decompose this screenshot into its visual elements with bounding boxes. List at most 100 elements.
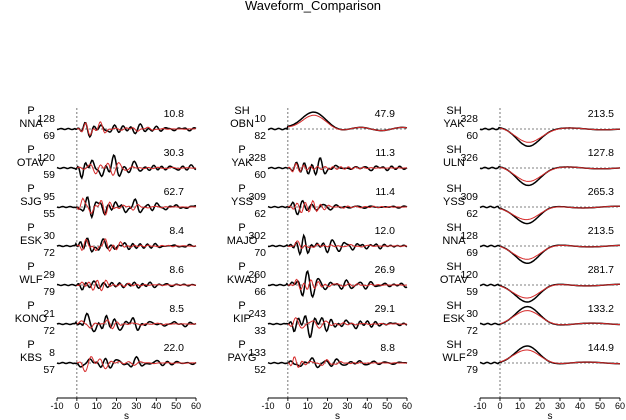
trace-station-label: ESK	[20, 235, 43, 247]
observed-waveform	[267, 157, 408, 177]
trace-azimuth-label: 95	[43, 191, 55, 203]
observed-waveform	[479, 126, 621, 148]
synthetic-waveform	[499, 310, 620, 326]
trace-amplitude-label: 26.9	[375, 264, 396, 276]
x-axis-label: s	[548, 411, 553, 420]
trace-phase-label: P	[238, 222, 245, 234]
trace-azimuth-label: 133	[248, 347, 266, 359]
trace-phase-label: P	[27, 222, 34, 234]
trace-station-label: PAYG	[228, 352, 257, 364]
trace-azimuth-label: 30	[43, 230, 55, 242]
trace-distance-label: 69	[466, 247, 478, 259]
trace-distance-label: 72	[466, 325, 478, 337]
synthetic-waveform	[287, 162, 408, 173]
trace-station-label: NNA	[19, 118, 43, 130]
trace-station-label: KBS	[20, 352, 42, 364]
trace-distance-label: 55	[43, 208, 55, 220]
x-axis-tick-label: 60	[615, 401, 625, 411]
trace-distance-label: 60	[254, 169, 266, 181]
x-axis-label: s	[335, 411, 340, 420]
trace-phase-label: SH	[446, 300, 461, 312]
trace-azimuth-label: 29	[43, 269, 55, 281]
figure-title: Waveform_Comparison	[245, 0, 381, 13]
trace-azimuth-label: 302	[248, 230, 266, 242]
trace-phase-label: P	[238, 339, 245, 351]
x-axis-column-3: -10 0 10 20 30 40 50 60 s	[473, 397, 625, 420]
trace-station-label: MAJO	[227, 235, 258, 247]
synthetic-waveform	[499, 127, 621, 143]
trace-phase-label: P	[238, 183, 245, 195]
trace-station-label: WLF	[19, 274, 43, 286]
observed-waveform	[479, 165, 621, 187]
trace-azimuth-label: 128	[37, 113, 55, 125]
trace-phase-label: P	[238, 261, 245, 273]
trace-amplitude-label: 133.2	[588, 303, 614, 315]
trace-distance-label: 66	[254, 286, 266, 298]
x-axis-tick-label: 60	[402, 401, 412, 411]
trace-phase-label: SH	[234, 105, 249, 117]
trace-distance-label: 59	[466, 286, 478, 298]
trace-amplitude-label: 30.3	[164, 147, 185, 159]
x-axis-tick-label: 30	[555, 401, 565, 411]
observed-waveform	[56, 312, 197, 333]
trace-amplitude-label: 144.9	[588, 342, 614, 354]
trace-azimuth-label: 21	[43, 308, 55, 320]
x-axis-tick-label: 50	[171, 401, 181, 411]
x-axis-tick-label: 50	[595, 401, 605, 411]
synthetic-waveform	[76, 197, 197, 216]
synthetic-waveform	[287, 240, 407, 250]
synthetic-waveform	[76, 162, 197, 176]
trace-distance-label: 72	[43, 325, 55, 337]
trace-distance-label: 62	[466, 208, 478, 220]
trace-azimuth-label: 128	[460, 230, 478, 242]
x-axis-tick-label: 30	[342, 401, 352, 411]
x-axis-tick-label: 40	[575, 401, 585, 411]
trace-phase-label: SH	[446, 261, 461, 273]
x-axis-tick-label: 20	[112, 401, 122, 411]
x-axis-tick-label: 60	[191, 401, 201, 411]
synthetic-waveform	[287, 356, 408, 369]
trace-phase-label: P	[27, 261, 34, 273]
trace-amplitude-label: 265.3	[588, 186, 614, 198]
trace-phase-label: P	[27, 300, 34, 312]
trace-distance-label: 59	[43, 169, 55, 181]
trace-distance-label: 33	[254, 325, 266, 337]
trace-amplitude-label: 12.0	[375, 225, 396, 237]
synthetic-waveform	[287, 114, 408, 132]
x-axis-tick-label: 10	[515, 401, 525, 411]
trace-station-label: NNA	[442, 235, 466, 247]
trace-phase-label: P	[27, 183, 34, 195]
x-axis-tick-label: -10	[261, 401, 274, 411]
trace-azimuth-label: 29	[466, 347, 478, 359]
trace-distance-label: 52	[254, 364, 266, 376]
synthetic-waveform	[287, 278, 408, 291]
trace-phase-label: SH	[446, 222, 461, 234]
synthetic-waveform	[76, 279, 197, 292]
trace-azimuth-label: 326	[460, 152, 478, 164]
trace-station-label: OTAV	[17, 157, 46, 169]
trace-distance-label: 70	[254, 247, 266, 259]
synthetic-waveform	[76, 238, 197, 253]
trace-azimuth-label: 120	[460, 269, 478, 281]
trace-amplitude-label: 22.0	[164, 342, 185, 354]
synthetic-waveform	[499, 205, 620, 221]
observed-waveform	[56, 237, 197, 253]
trace-phase-label: P	[27, 339, 34, 351]
observed-waveform	[267, 357, 408, 369]
trace-station-label: YAK	[231, 157, 253, 169]
trace-amplitude-label: 127.8	[588, 147, 614, 159]
trace-azimuth-label: 328	[248, 152, 266, 164]
synthetic-waveform	[499, 283, 620, 299]
trace-distance-label: 82	[254, 130, 266, 142]
trace-distance-label: 79	[466, 364, 478, 376]
trace-amplitude-label: 62.7	[164, 186, 185, 198]
